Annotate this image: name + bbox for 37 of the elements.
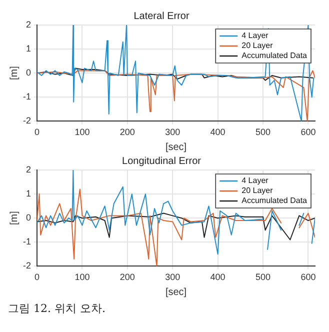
x-tick-label: 600 [300,272,316,282]
chart-title: Longitudinal Error [122,156,202,167]
y-axis-title: [m] [8,210,20,226]
legend-label: 20 Layer [242,186,274,196]
x-tick-label: 300 [165,127,180,138]
x-tick-label: 200 [120,127,135,138]
y-tick-label: 0 [26,212,31,223]
legend-label: Accumulated Data [242,51,308,60]
x-tick-label: 0 [34,272,40,282]
y-tick-label: -2 [22,116,31,126]
legend-label: 4 Layer [242,176,269,186]
chart-title: Lateral Error [134,10,190,22]
y-tick-label: 1 [26,44,31,54]
legend-label: 4 Layer [242,31,269,40]
legend-label: 20 Layer [242,41,274,50]
x-axis-title: [sec] [165,286,187,298]
x-tick-label: 300 [165,272,180,282]
y-tick-label: 2 [26,19,31,30]
y-tick-label: 0 [26,68,31,78]
x-tick-label: 500 [256,272,271,282]
x-tick-label: 100 [74,272,90,282]
x-tick-label: 200 [120,272,135,282]
legend-label: Accumulated Data [242,196,308,206]
x-tick-label: 500 [256,127,271,138]
caption: 그림 12. 위치 오차. [8,301,106,316]
y-axis-title: [m] [8,66,20,80]
x-tick-label: 400 [210,272,226,282]
x-tick-label: 400 [210,127,226,138]
x-tick-label: 0 [34,127,40,138]
x-axis-title: [sec] [165,142,187,153]
y-tick-label: 2 [26,164,31,174]
y-tick-label: -2 [22,260,31,271]
x-tick-label: 600 [300,127,316,138]
y-tick-label: 1 [26,188,31,199]
y-tick-label: -1 [22,92,31,102]
y-tick-label: -1 [22,236,31,247]
x-tick-label: 100 [74,127,90,138]
